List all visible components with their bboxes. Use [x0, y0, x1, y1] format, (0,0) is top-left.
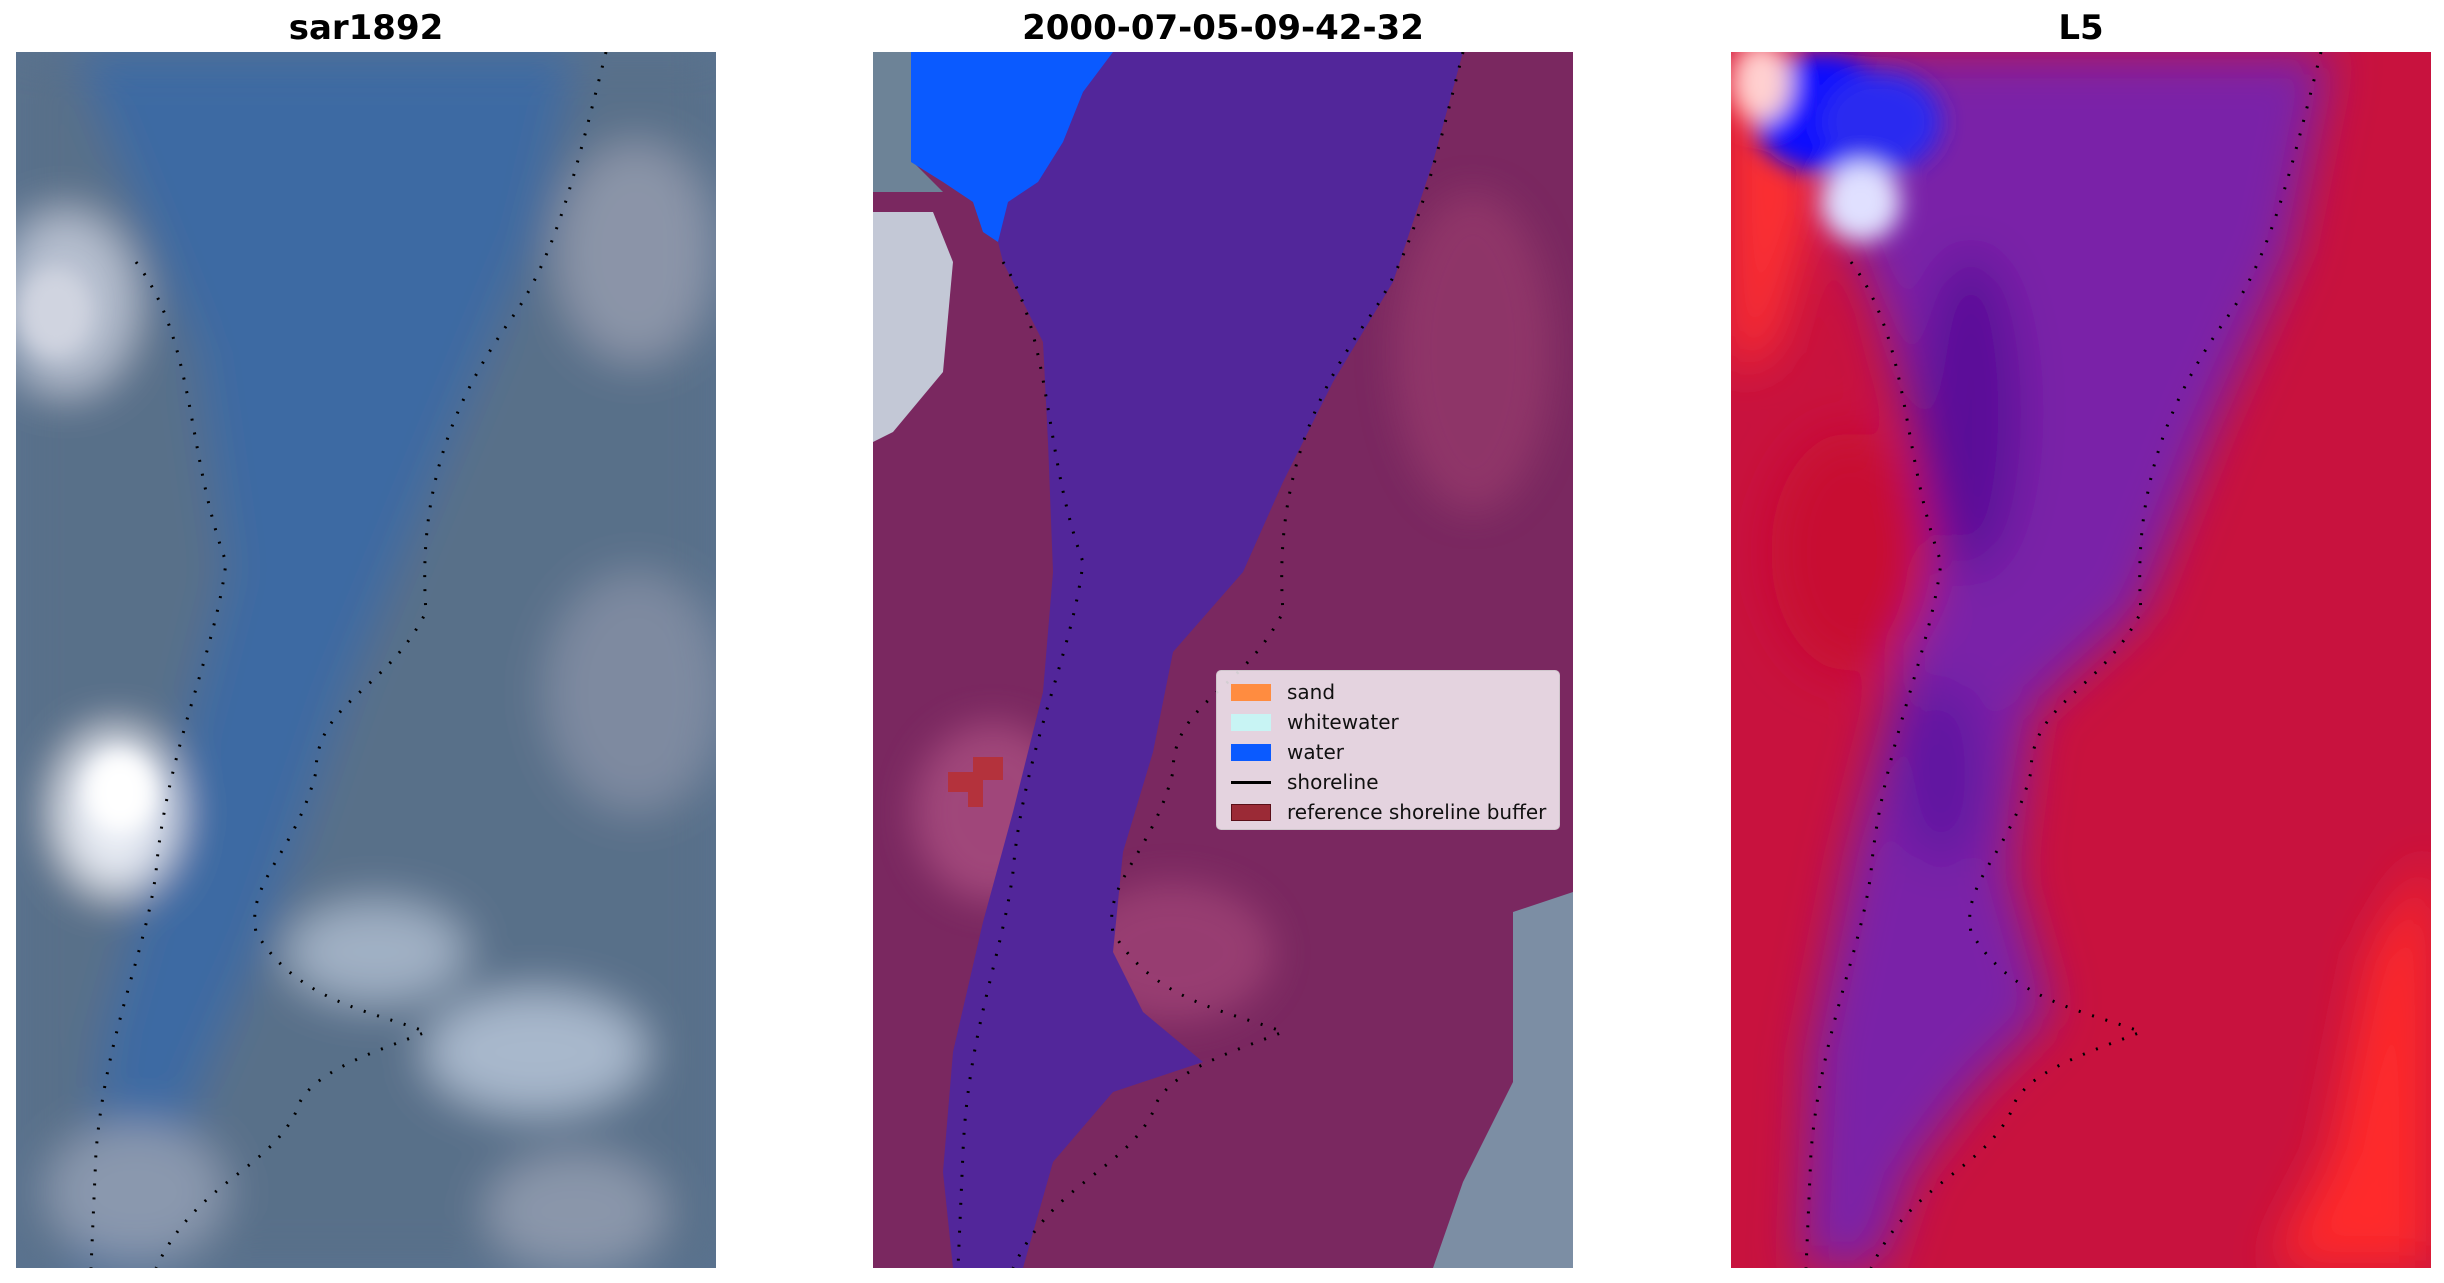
- reference-buffer-patch: [948, 757, 1003, 807]
- legend-label-shoreline: shoreline: [1287, 770, 1379, 794]
- legend-item-shoreline: shoreline: [1225, 767, 1551, 797]
- water-blue-region: [911, 52, 1113, 242]
- shoreline-left: [89, 261, 228, 1268]
- classification-panel: [873, 52, 1573, 1268]
- rgb-image-panel: [16, 52, 716, 1268]
- legend-item-sand: sand: [1225, 677, 1551, 707]
- classification-image: [873, 52, 1573, 1268]
- legend-swatch-sand: [1231, 683, 1271, 701]
- panel-title-rgb: sar1892: [288, 8, 444, 48]
- legend-swatch-whitewater: [1231, 713, 1271, 731]
- legend-swatch-reference-buffer: [1231, 803, 1271, 821]
- legend: sand whitewater water shoreline referenc…: [1216, 670, 1560, 830]
- legend-item-whitewater: whitewater: [1225, 707, 1551, 737]
- legend-swatch-water: [1231, 743, 1271, 761]
- water-class-region: [943, 52, 1463, 1268]
- index-image: [1731, 52, 2431, 1268]
- legend-label-reference-buffer: reference shoreline buffer: [1287, 800, 1547, 824]
- rgb-image: [16, 52, 716, 1268]
- legend-item-reference-buffer: reference shoreline buffer: [1225, 797, 1551, 827]
- legend-line-shoreline: [1231, 780, 1271, 784]
- legend-label-water: water: [1287, 740, 1344, 764]
- legend-item-water: water: [1225, 737, 1551, 767]
- legend-label-sand: sand: [1287, 680, 1336, 704]
- legend-label-whitewater: whitewater: [1287, 710, 1399, 734]
- panel-title-classification: 2000-07-05-09-42-32: [1022, 8, 1424, 48]
- index-panel: [1731, 52, 2431, 1268]
- panel-title-index: L5: [2058, 8, 2104, 48]
